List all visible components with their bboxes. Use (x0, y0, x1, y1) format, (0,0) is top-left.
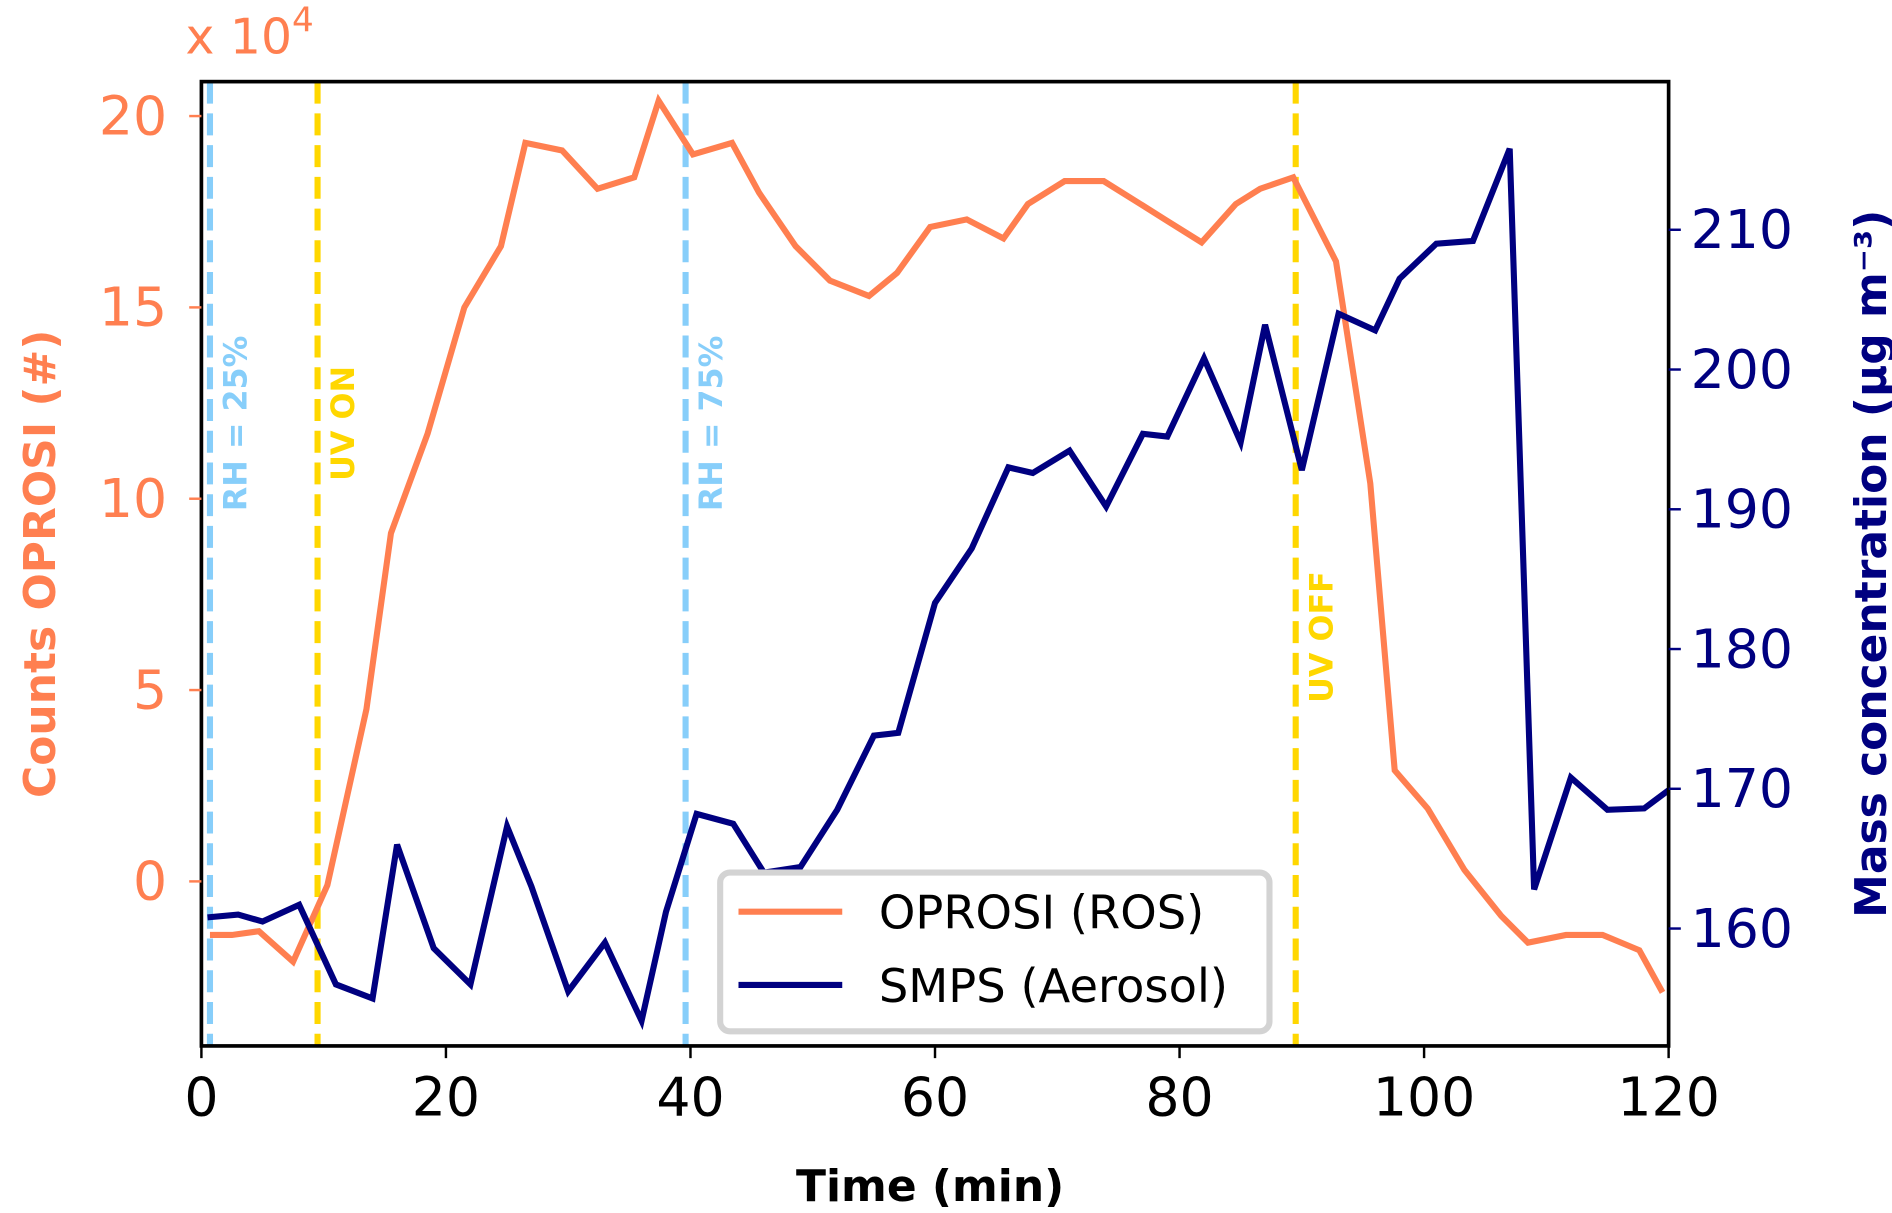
multiplier-base: x 10 (186, 9, 293, 66)
left-tick-label: 5 (133, 658, 167, 721)
multiplier-exponent: 4 (292, 1, 314, 41)
left-axis-title: Counts OPROSI (#) (15, 330, 66, 798)
x-tick-label: 100 (1373, 1066, 1475, 1129)
x-axis-title: Time (min) (796, 1161, 1064, 1212)
x-tick-label: 80 (1145, 1066, 1213, 1129)
right-tick-label: 180 (1691, 617, 1793, 680)
marker-label: UV OFF (1304, 571, 1340, 703)
left-axis-multiplier: x 104 (186, 1, 314, 66)
legend-label-oprosi: OPROSI (ROS) (879, 886, 1204, 940)
right-tick-label: 160 (1691, 897, 1793, 960)
x-tick-label: 0 (184, 1066, 218, 1129)
left-tick-label: 15 (99, 276, 167, 339)
legend-box (717, 869, 1273, 1035)
marker-label: RH = 25% (219, 336, 255, 512)
right-tick-label: 200 (1691, 338, 1793, 401)
legend: OPROSI (ROS) SMPS (Aerosol) (717, 869, 1273, 1035)
right-tick-label: 170 (1691, 757, 1793, 820)
right-axis-title: Mass concentration (μg m⁻³) (1846, 210, 1892, 918)
left-tick-label: 20 (99, 84, 167, 147)
legend-label-smps: SMPS (Aerosol) (879, 959, 1228, 1013)
x-tick-label: 60 (901, 1066, 969, 1129)
x-tick-label: 20 (412, 1066, 480, 1129)
marker-label: UV ON (326, 366, 362, 481)
marker-label: RH = 75% (694, 336, 730, 512)
series-line-smps (207, 147, 1671, 1031)
left-tick-label: 10 (99, 467, 167, 530)
series-line-oprosi (209, 93, 1666, 994)
x-tick-label: 120 (1617, 1066, 1719, 1129)
left-tick-label: 0 (133, 850, 167, 913)
x-tick-label: 40 (656, 1066, 724, 1129)
right-tick-label: 190 (1691, 478, 1793, 541)
right-tick-label: 210 (1691, 198, 1793, 261)
